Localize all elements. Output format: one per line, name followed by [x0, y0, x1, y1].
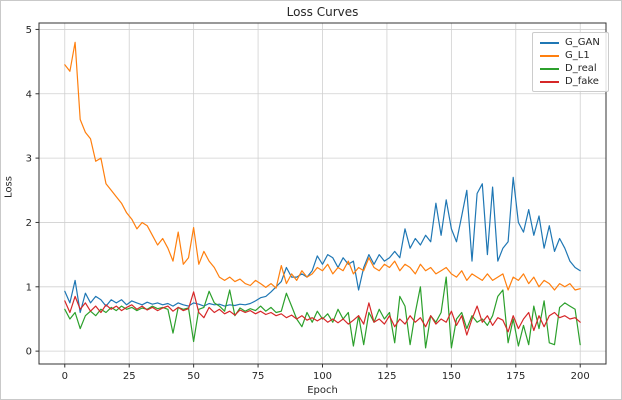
- legend-line-swatch: [540, 67, 559, 70]
- x-tick-label: 100: [313, 371, 332, 382]
- x-tick-label: 50: [187, 371, 200, 382]
- legend-item-d-fake: D_fake: [540, 76, 600, 87]
- x-axis-label: Epoch: [307, 385, 338, 396]
- series-line-d-real: [64, 276, 581, 349]
- x-tick-label: 175: [506, 371, 525, 382]
- legend-line-swatch: [540, 41, 559, 44]
- legend-item-g-l1: G_L1: [540, 50, 600, 61]
- legend-label: D_fake: [565, 76, 599, 87]
- legend-label: G_L1: [565, 50, 590, 61]
- legend-item-g-gan: G_GAN: [540, 37, 600, 48]
- x-tick-label: 75: [252, 371, 265, 382]
- y-tick-label: 0: [26, 347, 32, 358]
- x-tick-label: 25: [123, 371, 136, 382]
- x-tick-label: 150: [442, 371, 461, 382]
- series-line-d-fake: [64, 291, 581, 336]
- x-tick-label: 125: [377, 371, 396, 382]
- y-axis-label: Loss: [3, 176, 15, 198]
- series-line-g-gan: [64, 176, 581, 314]
- legend-line-swatch: [540, 80, 559, 83]
- y-tick-label: 3: [26, 154, 32, 165]
- legend-label: G_GAN: [565, 37, 600, 48]
- legend-label: D_real: [565, 63, 597, 74]
- x-tick-label: 0: [62, 371, 68, 382]
- y-tick-label: 2: [26, 218, 32, 229]
- legend-item-d-real: D_real: [540, 63, 600, 74]
- y-tick-label: 5: [26, 25, 32, 36]
- legend: G_GAN G_L1 D_real D_fake: [532, 32, 609, 92]
- legend-line-swatch: [540, 54, 559, 57]
- y-tick-label: 1: [26, 282, 32, 293]
- y-tick-label: 4: [26, 89, 32, 100]
- chart-title: Loss Curves: [286, 5, 359, 19]
- series-line-g-l1: [64, 41, 581, 291]
- x-tick-label: 200: [571, 371, 590, 382]
